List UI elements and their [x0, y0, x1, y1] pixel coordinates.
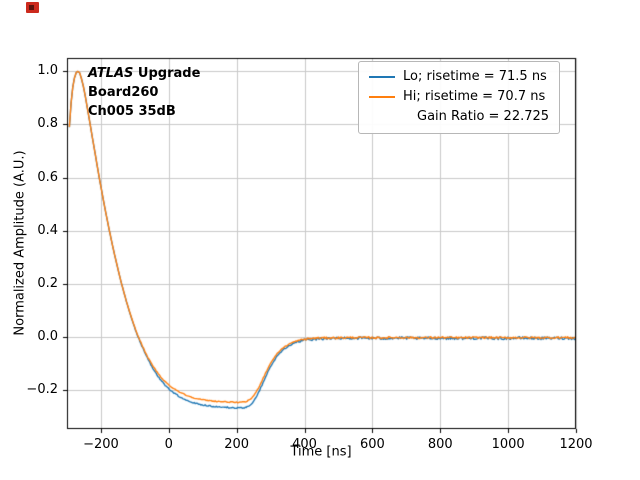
- legend-label-lo: Lo; risetime = 71.5 ns: [403, 69, 547, 84]
- legend-entry-lo: Lo; risetime = 71.5 ns: [369, 67, 549, 87]
- annotation-channel-text: Ch005 35dB: [88, 104, 176, 119]
- y-tick-label: 0.4: [37, 222, 58, 238]
- legend-line-sample-lo: [369, 76, 395, 78]
- legend-gain-ratio-text: Gain Ratio = 22.725: [417, 109, 550, 124]
- y-tick-label: 0.2: [37, 276, 58, 292]
- x-tick-label: 800: [427, 437, 453, 452]
- x-tick-label: 1000: [491, 437, 525, 452]
- x-tick-label: 0: [164, 437, 173, 452]
- x-tick-label: 1200: [559, 437, 593, 452]
- legend-label-hi: Hi; risetime = 70.7 ns: [403, 89, 546, 104]
- legend: Lo; risetime = 71.5 ns Hi; risetime = 70…: [358, 61, 561, 134]
- y-tick-label: 0.0: [37, 329, 58, 345]
- legend-line-sample-hi: [369, 96, 395, 98]
- x-tick-label: −200: [83, 437, 119, 452]
- y-tick-label: 0.8: [37, 116, 58, 132]
- x-axis-label: Time [ns]: [290, 444, 352, 460]
- annotation-atlas-text: ATLAS: [88, 66, 134, 81]
- y-tick-label: 1.0: [37, 63, 58, 79]
- annotation-upgrade-text: Upgrade: [133, 66, 201, 81]
- x-tick-label: 600: [359, 437, 385, 452]
- annotation-line-1: ATLAS Upgrade: [88, 64, 200, 83]
- y-tick-label: 0.6: [37, 169, 58, 185]
- annotation-board-text: Board260: [88, 85, 159, 100]
- x-tick-label: 400: [292, 437, 317, 452]
- plot-annotation: ATLAS Upgrade Board260 Ch005 35dB: [88, 64, 200, 121]
- y-tick-label: −0.2: [26, 382, 58, 398]
- x-tick-label: 200: [224, 437, 250, 452]
- legend-entry-hi: Hi; risetime = 70.7 ns: [369, 87, 549, 107]
